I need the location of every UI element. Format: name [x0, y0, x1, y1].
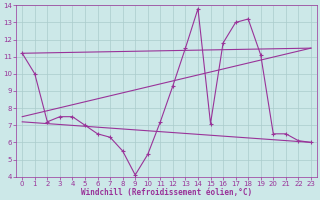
X-axis label: Windchill (Refroidissement éolien,°C): Windchill (Refroidissement éolien,°C): [81, 188, 252, 197]
